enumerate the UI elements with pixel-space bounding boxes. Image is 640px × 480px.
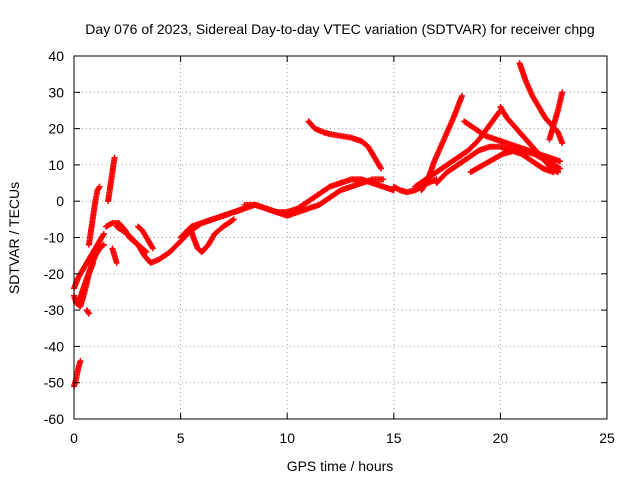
x-axis-label: GPS time / hours [287, 458, 394, 474]
data-point [113, 259, 120, 266]
series-track-04 [75, 241, 107, 306]
data-point [108, 220, 115, 227]
data-point [85, 309, 92, 316]
y-axis-label: SDTVAR / TECUs [6, 182, 22, 294]
series-track-18 [412, 107, 504, 190]
x-tick-label: 15 [386, 430, 402, 446]
series-track-23 [516, 60, 566, 147]
data-point [111, 154, 118, 161]
data-point [459, 92, 466, 99]
data-point [377, 164, 384, 171]
data-point [100, 232, 107, 239]
y-tick-label: 30 [48, 84, 64, 100]
y-tick-label: 20 [48, 121, 64, 137]
data-point [149, 244, 156, 251]
series-track-14 [241, 176, 397, 216]
series-track-06 [85, 183, 103, 248]
y-tick-label: -10 [44, 230, 64, 246]
y-tick-label: -60 [44, 411, 64, 427]
data-point [378, 165, 385, 172]
data-point [554, 169, 561, 176]
y-tick-label: 40 [48, 48, 64, 64]
y-tick-label: -50 [44, 375, 64, 391]
data-point [100, 241, 107, 248]
series-track-11 [134, 223, 156, 252]
data-point [559, 89, 566, 96]
y-tick-label: -20 [44, 266, 64, 282]
series-track-05 [83, 307, 92, 317]
chart-title: Day 076 of 2023, Sidereal Day-to-day VTE… [85, 21, 594, 37]
axis-ticks: 0 5 10 15 20 25 -60 -50 -40 -30 -20 -10 0 10 20 30 40 [44, 48, 615, 446]
data-point [555, 164, 562, 171]
series-track-21 [461, 118, 564, 165]
series-track-15 [305, 118, 385, 172]
data-point [96, 183, 103, 190]
series-track-08 [109, 245, 120, 266]
data-point [557, 158, 564, 165]
x-tick-label: 5 [177, 430, 185, 446]
x-tick-label: 25 [599, 430, 615, 446]
data-point [77, 357, 84, 364]
data-point [380, 176, 387, 183]
y-tick-label: -40 [44, 338, 64, 354]
data-point [559, 140, 566, 147]
x-tick-label: 10 [279, 430, 295, 446]
data-point [553, 168, 560, 175]
data-point [85, 310, 92, 317]
data-point [229, 217, 236, 224]
data-point [557, 165, 564, 172]
data-point [230, 216, 237, 223]
data-point [149, 245, 156, 252]
series-track-22 [497, 103, 561, 176]
grid-layer [74, 56, 607, 419]
y-tick-label: 0 [56, 193, 64, 209]
data-point [99, 242, 106, 249]
y-tick-label: -30 [44, 302, 64, 318]
data-point [100, 230, 107, 237]
series-track-24 [546, 89, 566, 143]
x-tick-label: 0 [70, 430, 78, 446]
series-track-07 [105, 154, 118, 205]
data-point [95, 184, 102, 191]
series-track-12 [188, 216, 237, 256]
x-tick-label: 20 [493, 430, 509, 446]
y-tick-label: 10 [48, 157, 64, 173]
